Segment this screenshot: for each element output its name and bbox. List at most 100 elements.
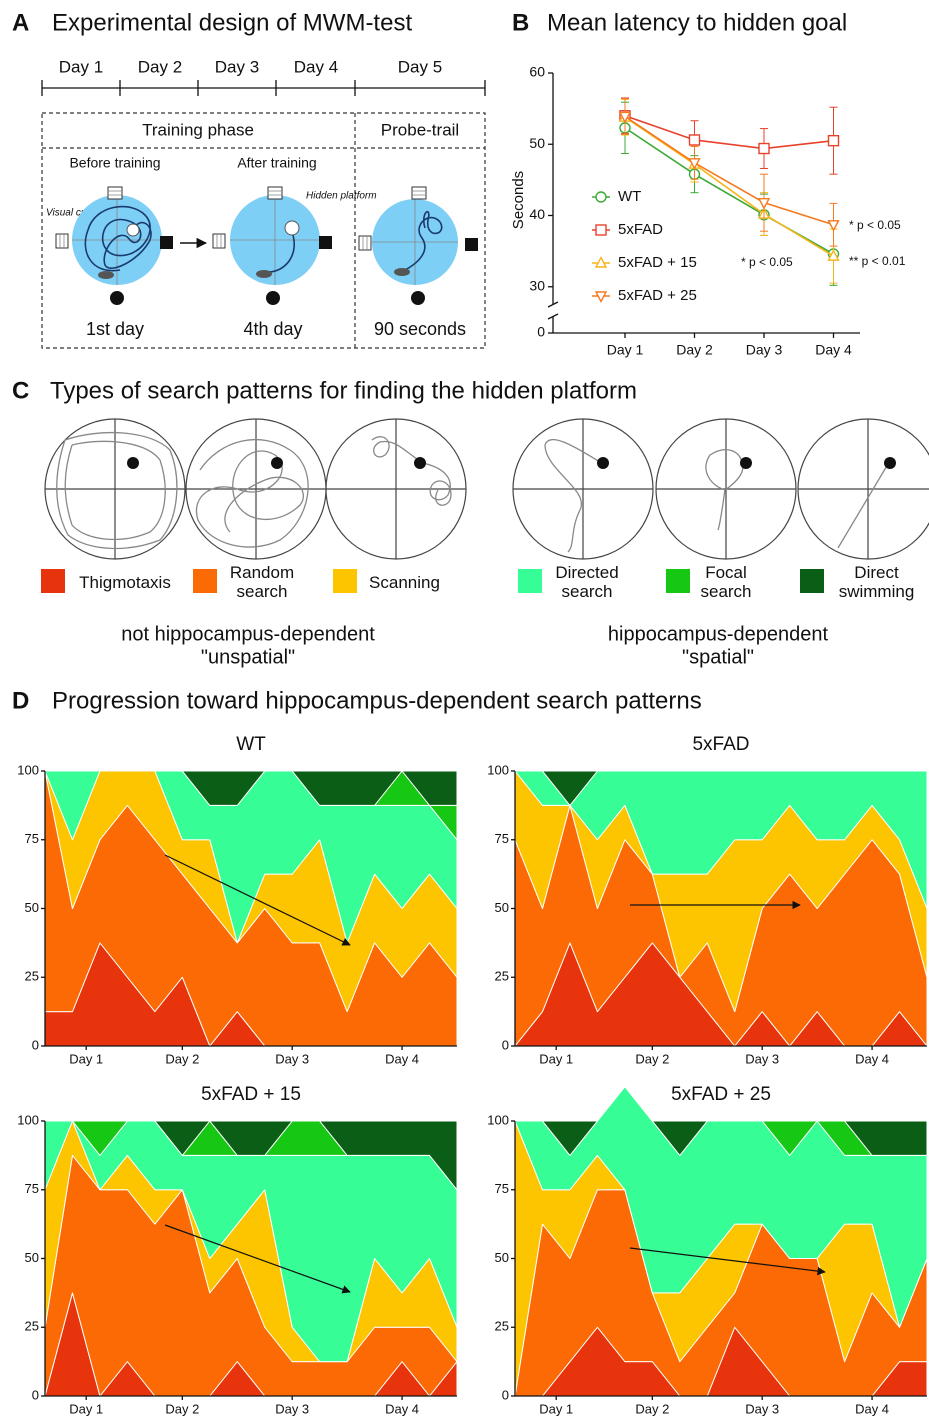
- legend-label: WT: [618, 188, 641, 205]
- x-tick-label: Day 4: [385, 1051, 419, 1066]
- y-tick-label: 0: [32, 1037, 39, 1052]
- point: [596, 192, 606, 202]
- legend-item: Random search: [222, 560, 302, 604]
- y-tick-label: 75: [495, 1181, 509, 1196]
- x-tick-label: Day 3: [275, 1051, 309, 1066]
- legend-swatch: [193, 569, 217, 593]
- series-line: [625, 116, 834, 224]
- y-axis-label: Seconds: [510, 171, 527, 229]
- y-tick-label: 0: [32, 1387, 39, 1402]
- x-tick-label: Day 1: [69, 1051, 103, 1066]
- y-tick-label: 100: [17, 1112, 39, 1127]
- y-tick-label: 25: [495, 969, 509, 984]
- caption: 4th day: [243, 319, 302, 339]
- point: [596, 225, 606, 235]
- legend-label: Directed search: [547, 563, 627, 601]
- x-tick-label: Day 2: [676, 342, 713, 358]
- legend-swatch: [333, 569, 357, 593]
- y-tick-label: 25: [25, 1319, 39, 1334]
- y-tick-label: 75: [495, 831, 509, 846]
- x-tick-label: Day 3: [745, 1401, 779, 1416]
- y-tick-label: 25: [495, 1319, 509, 1334]
- legend-item: Thigmotaxis: [70, 560, 180, 604]
- search-pattern-drawings: [45, 419, 929, 559]
- annotation: ** p < 0.01: [849, 254, 906, 268]
- panel-title: Progression toward hippocampus-dependent…: [52, 687, 702, 714]
- y-tick-label: 60: [529, 64, 545, 80]
- x-tick-label: Day 2: [165, 1051, 199, 1066]
- group-sublabel: "spatial": [682, 646, 754, 668]
- chart-title: WT: [236, 734, 266, 755]
- x-tick-label: Day 2: [635, 1051, 669, 1066]
- legend-item: Scanning: [362, 560, 447, 604]
- legend-swatch: [41, 569, 65, 593]
- y-tick-label: 50: [495, 1250, 509, 1265]
- y-tick-label: 30: [529, 277, 545, 293]
- stage-label: Before training: [69, 155, 160, 171]
- legend-label: Thigmotaxis: [70, 573, 180, 592]
- chart-title: Mean latency to hidden goal: [547, 9, 847, 36]
- x-tick-label: Day 4: [385, 1401, 419, 1416]
- annotation: * p < 0.05: [849, 218, 901, 232]
- y-tick-label: 50: [25, 1250, 39, 1265]
- note: Hidden platform: [306, 191, 377, 202]
- chart-title: 5xFAD: [692, 734, 749, 755]
- panel-title: Types of search patterns for finding the…: [50, 377, 637, 404]
- panel-label: C: [12, 377, 29, 404]
- y-tick-label: 75: [25, 1181, 39, 1196]
- panel-label: D: [12, 687, 29, 714]
- legend-swatch: [518, 569, 542, 593]
- y-tick-label: 25: [25, 969, 39, 984]
- group-label: not hippocampus-dependent: [121, 623, 375, 645]
- legend-swatch: [666, 569, 690, 593]
- day-label: Day 5: [398, 57, 442, 76]
- x-tick-label: Day 1: [539, 1401, 573, 1416]
- caption: 1st day: [86, 319, 144, 339]
- y-tick-label: 0: [537, 324, 545, 340]
- chart-title: 5xFAD + 25: [671, 1084, 771, 1105]
- maze-drawings: [56, 187, 478, 305]
- x-tick-label: Day 3: [746, 342, 783, 358]
- day-label: Day 3: [215, 57, 259, 76]
- legend-label: Focal search: [695, 563, 757, 601]
- y-tick-label: 50: [495, 900, 509, 915]
- legend-swatch: [800, 569, 824, 593]
- legend-item: Directed search: [547, 560, 627, 604]
- x-tick-label: Day 1: [539, 1051, 573, 1066]
- legend-label: 5xFAD + 15: [618, 254, 697, 271]
- x-tick-label: Day 4: [855, 1401, 889, 1416]
- group-sublabel: "unspatial": [201, 646, 295, 668]
- y-tick-label: 100: [487, 762, 509, 777]
- x-tick-label: Day 2: [635, 1401, 669, 1416]
- x-tick-label: Day 3: [275, 1401, 309, 1416]
- y-tick-label: 100: [17, 762, 39, 777]
- x-tick-label: Day 4: [815, 342, 852, 358]
- day-label: Day 2: [138, 57, 182, 76]
- stage-label: After training: [237, 155, 316, 171]
- panel-label: A: [12, 9, 29, 36]
- x-tick-label: Day 3: [745, 1051, 779, 1066]
- phase-label: Training phase: [142, 120, 254, 139]
- legend-label: Direct swimming: [829, 563, 924, 601]
- point: [829, 136, 839, 146]
- series-line: [625, 116, 834, 149]
- y-tick-label: 75: [25, 831, 39, 846]
- legend-label: 5xFAD + 25: [618, 287, 697, 304]
- timeline: [42, 80, 485, 96]
- legend-item: Focal search: [695, 560, 757, 604]
- day-label: Day 1: [59, 57, 103, 76]
- figure: A Experimental design of MWM-test Day 1 …: [0, 0, 929, 1418]
- y-tick-label: 0: [502, 1387, 509, 1402]
- legend-label: Random search: [222, 563, 302, 601]
- y-tick-label: 100: [487, 1112, 509, 1127]
- x-tick-label: Day 4: [855, 1051, 889, 1066]
- x-tick-label: Day 2: [165, 1401, 199, 1416]
- legend-label: Scanning: [362, 573, 447, 592]
- chart-title: 5xFAD + 15: [201, 1084, 301, 1105]
- legend-item: Direct swimming: [829, 560, 924, 604]
- legend-label: 5xFAD: [618, 221, 663, 238]
- phase-label: Probe-trail: [381, 120, 459, 139]
- y-tick-label: 50: [529, 135, 545, 151]
- caption: 90 seconds: [374, 319, 466, 339]
- panel-label: B: [512, 9, 529, 36]
